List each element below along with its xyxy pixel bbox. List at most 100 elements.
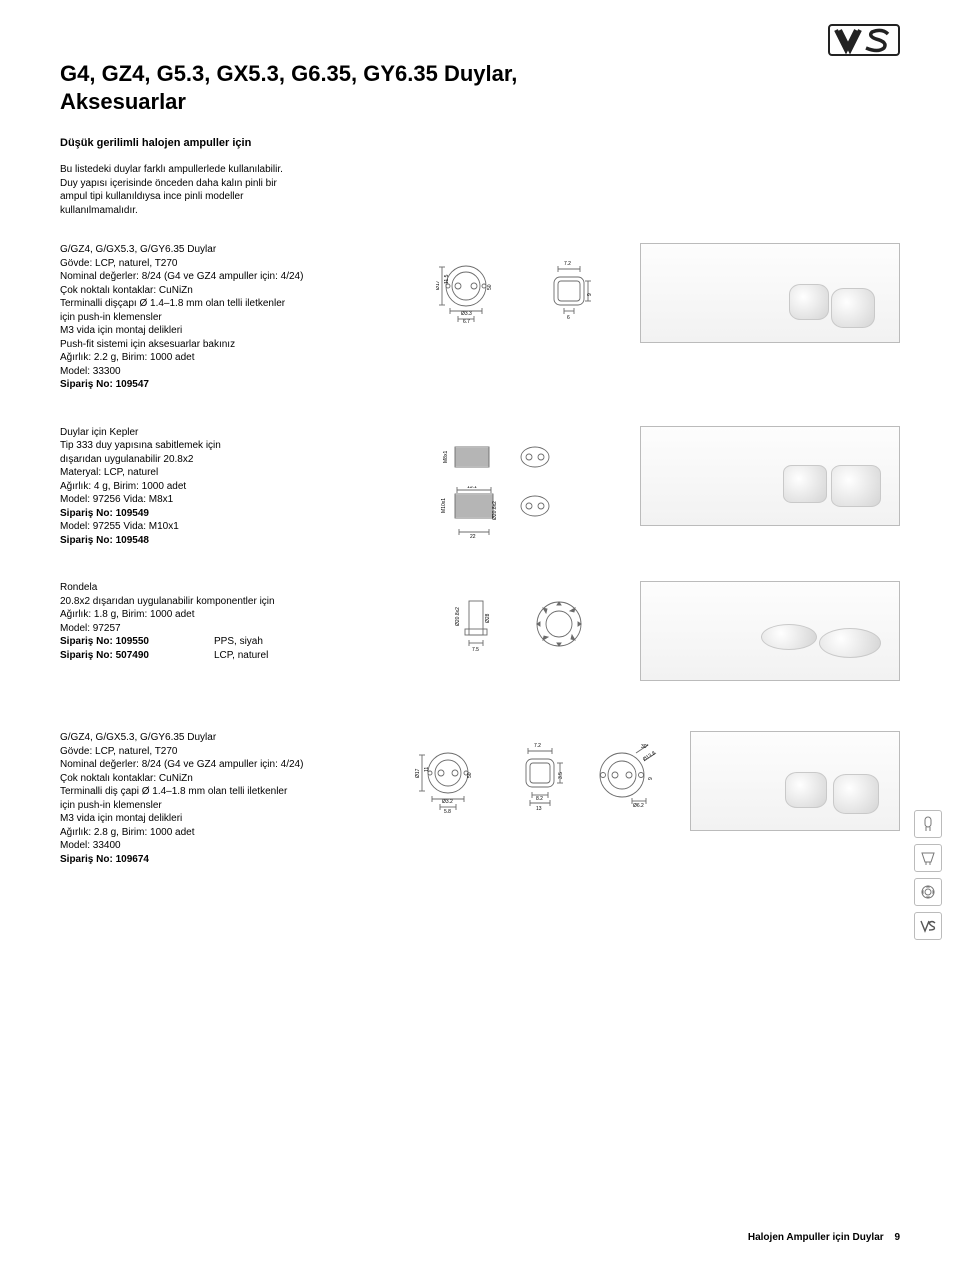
intro-l3: ampul tipi kullanıldıysa ince pinli mode… [60,191,243,202]
s3-l2: Ağırlık: 1.8 g, Birim: 1000 adet [60,608,400,622]
dim4-a30: 30° [641,744,649,750]
dim-d33: Ø3.3 [461,311,472,317]
section-1-diagram: Ø17 6.7 Ø3.3 50 11.5 7.2 6 9 [400,243,630,331]
page-footer: Halojen Ampuller için Duylar 9 [748,1232,900,1243]
subtitle: Düşük gerilimli halojen ampuller için [60,137,900,149]
dim-d67: 6.7 [463,319,470,325]
s1-l6: M3 vida için montaj delikleri [60,324,400,338]
s2-l1: Tip 333 duy yapısına sabitlemek için [60,439,400,453]
s2-l4: Ağırlık: 4 g, Birim: 1000 adet [60,480,400,494]
dim4-35: 3.5 [558,772,564,779]
dim-w75: 7.5 [472,647,479,653]
dim-d50: 50 [487,284,493,290]
section-1-text: G/GZ4, G/GX5.3, G/GY6.35 Duylar Gövde: L… [60,243,400,392]
title-line1: G4, GZ4, G5.3, GX5.3, G6.35, GY6.35 Duyl… [60,61,517,86]
s3-l1: 20.8x2 dışarıdan uygulanabilir komponent… [60,595,400,609]
reflector-lamp-icon [914,844,942,872]
section-2: Duylar için Kepler Tip 333 duy yapısına … [60,426,900,548]
dim-d208: Ø20.8x2 [492,500,498,519]
s3-l3: Model: 97257 [60,622,400,636]
dim4-d62: Ø6.2 [633,803,644,809]
vs-logo-small-icon [914,912,942,940]
s2-header: Duylar için Kepler [60,426,400,440]
s4-l7: Ağırlık: 2.8 g, Birim: 1000 adet [60,826,400,840]
s2-order1: Sipariş No: 109549 [60,507,400,521]
dim4-d11: 11 [424,767,430,772]
s4-l3: Çok noktalı kontaklar: CuNiZn [60,772,400,786]
dim4-72: 7.2 [534,743,541,749]
s3-order1-val: PPS, siyah [214,635,263,649]
s3-order2-val: LCP, naturel [214,649,268,663]
dim4-9: 9 [648,777,654,780]
dim-w15: 15.1 [467,486,477,490]
dim-m8: M8x1 [443,450,449,462]
dim4-d50: 50 [467,772,473,778]
s4-l1: Gövde: LCP, naturel, T270 [60,745,400,759]
s1-l5: için push-in klemensler [60,311,400,325]
sidebar-icons [914,810,942,940]
footer-title: Halojen Ampuller için Duylar [748,1232,884,1243]
dim-w22: 22 [470,534,476,540]
dim-d115: 11.5 [444,274,450,284]
section-2-photo [640,426,900,526]
intro-l1: Bu listedeki duylar farklı ampullerlede … [60,164,283,175]
page-number: 9 [894,1232,900,1243]
s1-header: G/GZ4, G/GX5.3, G/GY6.35 Duylar [60,243,400,257]
s4-header: G/GZ4, G/GX5.3, G/GY6.35 Duylar [60,731,400,745]
s4-order: Sipariş No: 109674 [60,853,400,867]
s1-l9: Model: 33300 [60,365,400,379]
s2-l2: dışarıdan uygulanabilir 20.8x2 [60,453,400,467]
section-4-text: G/GZ4, G/GX5.3, G/GY6.35 Duylar Gövde: L… [60,731,400,866]
s2-l3: Materyal: LCP, naturel [60,466,400,480]
section-4: G/GZ4, G/GX5.3, G/GY6.35 Duylar Gövde: L… [60,731,900,866]
section-1: G/GZ4, G/GX5.3, G/GY6.35 Duylar Gövde: L… [60,243,900,392]
dim4-d32: Ø3.2 [442,799,453,805]
intro-l2: Duy yapısı içerisinde önceden daha kalın… [60,178,277,189]
title-line2: Aksesuarlar [60,89,186,114]
dim-9: 9 [587,293,593,296]
s4-l2: Nominal değerler: 8/24 (G4 ve GZ4 ampull… [60,758,400,772]
s1-l8: Ağırlık: 2.2 g, Birim: 1000 adet [60,351,400,365]
s1-l7: Push-fit sistemi için aksesuarlar bakını… [60,338,400,352]
dim4-d17: Ø17 [415,768,421,778]
dim-d28: Ø28 [485,613,491,623]
s3-order1-no: Sipariş No: 109550 [60,635,190,649]
dim-6: 6 [567,315,570,321]
s2-l6: Model: 97255 Vida: M10x1 [60,520,400,534]
s1-l4: Terminalli dişçapı Ø 1.4–1.8 mm olan tel… [60,297,400,311]
page-title: G4, GZ4, G5.3, GX5.3, G6.35, GY6.35 Duyl… [60,60,900,115]
section-3-diagram: Ø20.8x2 Ø28 7.5 [400,581,630,659]
s4-l8: Model: 33400 [60,839,400,853]
intro-text: Bu listedeki duylar farklı ampullerlede … [60,163,460,217]
s4-l6: M3 vida için montaj delikleri [60,812,400,826]
s2-l5: Model: 97256 Vida: M8x1 [60,493,400,507]
dim-d17: Ø17 [436,280,441,290]
section-4-photo [690,731,900,831]
section-1-photo [640,243,900,343]
section-2-diagram: M8x1 M10x1 15.1 Ø20.8x2 22 [400,426,630,542]
dim-d208b: Ø20.8x2 [455,607,461,626]
section-3-photo [640,581,900,681]
s1-l1: Gövde: LCP, naturel, T270 [60,257,400,271]
dim-m10: M10x1 [441,497,447,512]
s4-l5: için push-in klemensler [60,799,400,813]
section-3-text: Rondela 20.8x2 dışarıdan uygulanabilir k… [60,581,400,662]
dim-72: 7.2 [564,261,571,267]
capsule-lamp-icon [914,810,942,838]
s1-l3: Çok noktalı kontaklar: CuNiZn [60,284,400,298]
dim4-d138: Ø13.8 [642,750,657,762]
ring-icon [914,878,942,906]
section-2-text: Duylar için Kepler Tip 333 duy yapısına … [60,426,400,548]
s2-order2: Sipariş No: 109548 [60,534,400,548]
dim4-13: 13 [536,806,542,812]
vs-logo [828,24,900,61]
s1-order: Sipariş No: 109547 [60,378,400,392]
dim4-82: 8.2 [536,796,543,802]
s3-header: Rondela [60,581,400,595]
s1-l2: Nominal değerler: 8/24 (G4 ve GZ4 ampull… [60,270,400,284]
dim4-d58: 5.8 [444,809,451,815]
s3-order2-no: Sipariş No: 507490 [60,649,190,663]
intro-l4: kullanılmamalıdır. [60,205,138,216]
section-4-diagram: Ø17 11 50 Ø3.2 5.8 7.2 3.5 8.2 13 [400,731,680,819]
s4-l4: Terminalli diş çapi Ø 1.4–1.8 mm olan te… [60,785,400,799]
